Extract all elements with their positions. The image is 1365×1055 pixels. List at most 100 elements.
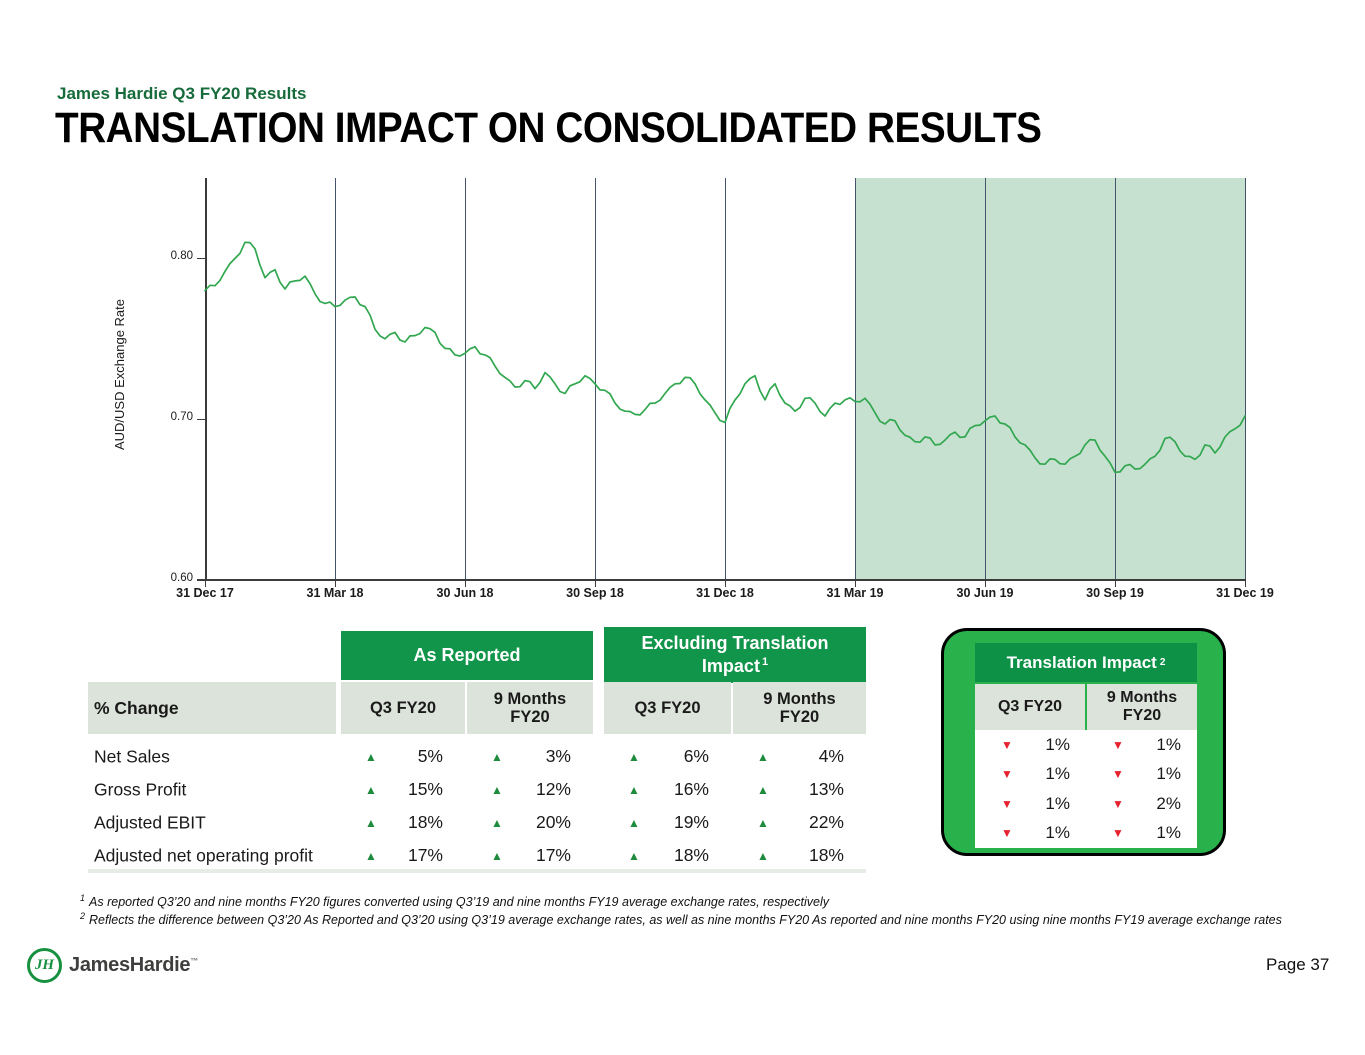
up-triangle-icon: ▲ [757,782,769,797]
y-axis-tick [197,419,205,421]
impact-row: ▼ 1% ▼ 1% [975,730,1197,760]
footnote-text: Reflects the difference between Q3’20 As… [89,913,1282,928]
impact-row: ▼ 1% ▼ 1% [975,760,1197,790]
percent-value: 1% [1156,734,1181,754]
subheader-9mfy20-excluding: 9 Months FY20 [733,682,866,734]
jameshardie-logo-icon: JH [27,948,62,983]
table-row: Gross Profit ▲ 15% ▲ 12% ▲ 16% ▲ 13% [88,773,866,806]
up-triangle-icon: ▲ [365,749,377,764]
translation-impact-box: Translation Impact 2 Q3 FY20 9 Months FY2… [941,628,1226,856]
table-row: Adjusted EBIT ▲ 18% ▲ 20% ▲ 19% ▲ 22% [88,806,866,839]
x-tick-label: 30 Sep 18 [566,586,624,600]
percent-value: 18% [808,845,844,865]
percent-value: 22% [808,812,844,832]
percent-value: 13% [808,779,844,799]
table-row: Adjusted net operating profit ▲ 17% ▲ 17% ▲ 18… [88,839,866,872]
value-cell: ▲ 13% [733,773,866,806]
y-tick-label: 0.60 [170,572,193,584]
impact-row: ▼ 1% ▼ 2% [975,789,1197,819]
impact-value-cell: ▼ 1% [975,730,1086,760]
up-triangle-icon: ▲ [491,782,503,797]
value-cell: ▲ 5% [341,740,465,773]
subheader-9mfy20-impact: 9 Months FY20 [1087,684,1197,730]
percent-value: 6% [683,746,709,766]
x-tick-label: 31 Dec 18 [696,586,754,600]
percent-value: 4% [818,746,844,766]
up-triangle-icon: ▲ [628,749,640,764]
percent-value: 3% [545,746,571,766]
x-axis-tick [465,581,466,587]
value-cell: ▲ 17% [467,839,593,872]
row-label: Gross Profit [94,779,187,799]
x-axis-tick [335,581,336,587]
translation-impact-subheaders: Q3 FY20 9 Months FY20 [975,684,1197,730]
quarter-gridline [984,178,986,580]
subheader-q3fy20-impact: Q3 FY20 [975,684,1085,730]
value-cell: ▲ 19% [604,806,731,839]
percent-value: 17% [535,845,571,865]
down-triangle-icon: ▼ [1112,737,1124,752]
percent-value: 17% [407,845,443,865]
down-triangle-icon: ▼ [1001,826,1013,841]
y-axis-tick [197,258,205,260]
percent-value: 18% [407,812,443,832]
x-tick-label: 31 Dec 19 [1216,586,1274,600]
value-cell: ▲ 20% [467,806,593,839]
exchange-rate-line [204,241,1246,474]
footnote-text: As reported Q3’20 and nine months FY20 f… [89,895,830,910]
chart-y-axis-label: AUD/USD Exchange Rate [112,299,127,451]
up-triangle-icon: ▲ [491,749,503,764]
row-header-cell: % Change [88,682,336,734]
y-tick-label: 0.80 [170,250,193,263]
translation-impact-header: Translation Impact 2 [975,643,1197,682]
percent-value: 5% [417,746,443,766]
footnote: 2 Reflects the difference between Q3’20 A… [80,911,1282,927]
jameshardie-logo-text: JamesHardie™ [69,954,198,976]
x-axis-tick [985,581,986,587]
up-triangle-icon: ▲ [628,815,640,830]
percent-value: 1% [1045,734,1070,754]
up-triangle-icon: ▲ [491,848,503,863]
footnote: 1 As reported Q3’20 and nine months FY20 … [80,893,829,909]
footnote-number: 1 [80,893,86,903]
down-triangle-icon: ▼ [1001,767,1013,782]
x-tick-label: 30 Jun 19 [956,586,1014,600]
value-cell: ▲ 3% [467,740,593,773]
down-triangle-icon: ▼ [1001,796,1013,811]
page-title: TRANSLATION IMPACT ON CONSOLIDATED RESUL… [55,104,1042,152]
y-axis-line [205,178,207,580]
percent-value: 16% [673,779,709,799]
impact-value-cell: ▼ 2% [1086,789,1197,819]
value-cell: ▲ 18% [604,839,731,872]
down-triangle-icon: ▼ [1001,737,1013,752]
table-bottom-rule [88,869,866,873]
value-cell: ▲ 18% [733,839,866,872]
up-triangle-icon: ▲ [365,848,377,863]
value-cell: ▲ 6% [604,740,731,773]
x-tick-label: 30 Sep 19 [1086,586,1144,600]
percent-value: 19% [673,812,709,832]
quarter-gridline [594,178,596,580]
col-group-as-reported: As Reported [341,631,593,680]
impact-value-cell: ▼ 1% [1086,819,1197,849]
quarter-gridline [854,178,856,580]
col-group-excluding-translation: Excluding Translation Impact 1 [604,627,866,683]
value-cell: ▲ 18% [341,806,465,839]
quarter-gridline [724,178,726,580]
x-tick-label: 31 Mar 19 [826,586,884,600]
quarter-gridline [334,178,336,580]
up-triangle-icon: ▲ [628,782,640,797]
row-label: Net Sales [94,746,170,766]
value-cell: ▲ 15% [341,773,465,806]
percent-value: 1% [1045,793,1070,813]
up-triangle-icon: ▲ [757,815,769,830]
up-triangle-icon: ▲ [365,782,377,797]
x-axis-tick [1245,581,1246,587]
impact-value-cell: ▼ 1% [975,819,1086,849]
percent-value: 2% [1156,793,1181,813]
col-group-text: Excluding Translation Impact 1 [634,632,836,679]
value-cell: ▲ 17% [341,839,465,872]
y-tick-label: 0.70 [170,411,193,424]
up-triangle-icon: ▲ [757,848,769,863]
footnote-ref-2: 2 [1159,657,1166,668]
